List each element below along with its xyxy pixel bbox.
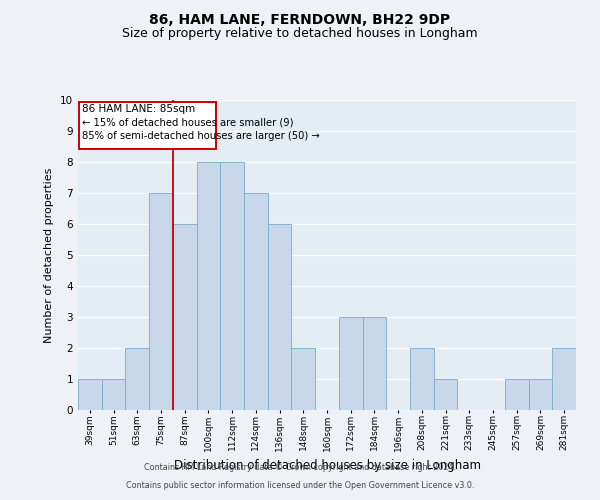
Y-axis label: Number of detached properties: Number of detached properties [44,168,55,342]
Bar [78,379,102,410]
Bar [410,348,434,410]
Bar [220,162,244,410]
Bar [552,348,576,410]
Bar [339,317,362,410]
Text: 86 HAM LANE: 85sqm: 86 HAM LANE: 85sqm [82,104,196,114]
Bar [505,379,529,410]
Bar [125,348,149,410]
Bar [434,379,457,410]
Bar [197,162,220,410]
Bar [173,224,197,410]
Text: Contains HM Land Registry data © Crown copyright and database right 2024.: Contains HM Land Registry data © Crown c… [144,464,456,472]
Bar [149,193,173,410]
Bar [102,379,125,410]
X-axis label: Distribution of detached houses by size in Longham: Distribution of detached houses by size … [173,459,481,472]
Bar [362,317,386,410]
Text: Contains public sector information licensed under the Open Government Licence v3: Contains public sector information licen… [126,481,474,490]
Text: ← 15% of detached houses are smaller (9): ← 15% of detached houses are smaller (9) [82,118,294,128]
Text: Size of property relative to detached houses in Longham: Size of property relative to detached ho… [122,28,478,40]
Text: 85% of semi-detached houses are larger (50) →: 85% of semi-detached houses are larger (… [82,131,320,141]
Bar [529,379,552,410]
FancyBboxPatch shape [79,102,215,149]
Text: 86, HAM LANE, FERNDOWN, BH22 9DP: 86, HAM LANE, FERNDOWN, BH22 9DP [149,12,451,26]
Bar [292,348,315,410]
Bar [244,193,268,410]
Bar [268,224,292,410]
